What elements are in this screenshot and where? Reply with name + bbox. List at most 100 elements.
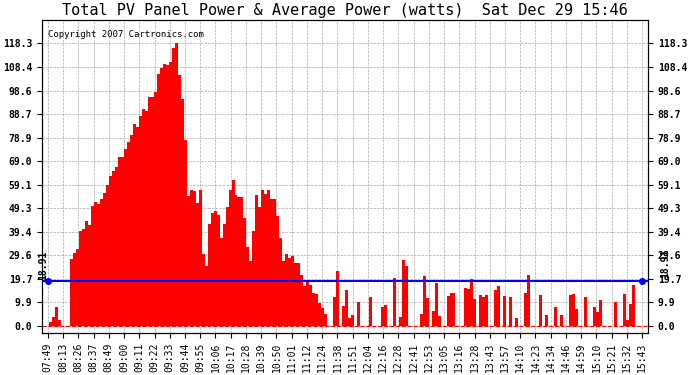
Bar [584,297,587,326]
Bar [163,64,166,326]
Bar [306,280,309,326]
Bar [333,297,336,326]
Bar [614,302,617,326]
Bar [154,93,157,326]
Bar [208,224,210,326]
Bar [276,216,279,326]
Bar [572,294,575,326]
Bar [449,292,453,326]
Bar [193,192,196,326]
Bar [97,204,100,326]
Bar [539,295,542,326]
Bar [480,295,482,326]
Bar [148,97,151,326]
Bar [399,316,402,326]
Bar [210,213,214,326]
Bar [312,293,315,326]
Bar [485,295,489,326]
Text: 18.91: 18.91 [660,248,670,278]
Bar [244,218,246,326]
Bar [381,307,384,326]
Bar [52,317,55,326]
Bar [157,74,160,326]
Bar [405,266,408,326]
Bar [73,253,76,326]
Bar [139,116,142,326]
Bar [426,298,428,326]
Bar [219,238,223,326]
Bar [228,190,232,326]
Bar [453,293,455,326]
Bar [300,275,303,326]
Bar [629,304,632,326]
Bar [79,231,82,326]
Bar [237,197,241,326]
Bar [226,207,228,326]
Bar [217,215,219,326]
Bar [593,307,596,326]
Bar [318,303,321,326]
Bar [100,199,103,326]
Bar [297,263,300,326]
Bar [345,290,348,326]
Bar [282,261,285,326]
Bar [623,294,626,326]
Bar [420,314,423,326]
Bar [172,48,175,326]
Bar [560,315,563,326]
Bar [524,292,527,326]
Bar [273,199,276,326]
Bar [187,196,190,326]
Bar [357,302,360,326]
Bar [509,297,512,326]
Bar [201,254,205,326]
Bar [166,65,169,326]
Bar [596,312,599,326]
Bar [324,314,327,326]
Bar [291,256,294,326]
Bar [599,300,602,326]
Bar [482,297,485,326]
Bar [270,199,273,326]
Bar [249,261,253,326]
Bar [545,315,548,326]
Bar [118,157,121,326]
Bar [196,203,199,326]
Bar [258,207,262,326]
Bar [88,225,91,326]
Bar [262,190,264,326]
Bar [253,231,255,326]
Bar [82,229,85,326]
Bar [303,286,306,326]
Bar [58,320,61,326]
Bar [432,310,435,326]
Bar [133,124,136,326]
Bar [288,258,291,326]
Bar [112,171,115,326]
Bar [315,294,318,326]
Bar [473,298,476,326]
Bar [50,322,52,326]
Bar [471,279,473,326]
Bar [94,201,97,326]
Bar [342,306,345,326]
Bar [437,316,441,326]
Bar [264,194,267,326]
Bar [145,111,148,326]
Bar [279,238,282,326]
Text: 18.91: 18.91 [39,250,48,280]
Bar [393,278,396,326]
Bar [267,190,270,326]
Bar [241,197,244,326]
Bar [136,126,139,326]
Bar [169,62,172,326]
Bar [464,288,467,326]
Bar [130,135,133,326]
Bar [124,149,127,326]
Bar [494,290,497,326]
Bar [515,318,518,326]
Bar [160,68,163,326]
Bar [142,109,145,326]
Bar [178,75,181,326]
Bar [384,305,387,326]
